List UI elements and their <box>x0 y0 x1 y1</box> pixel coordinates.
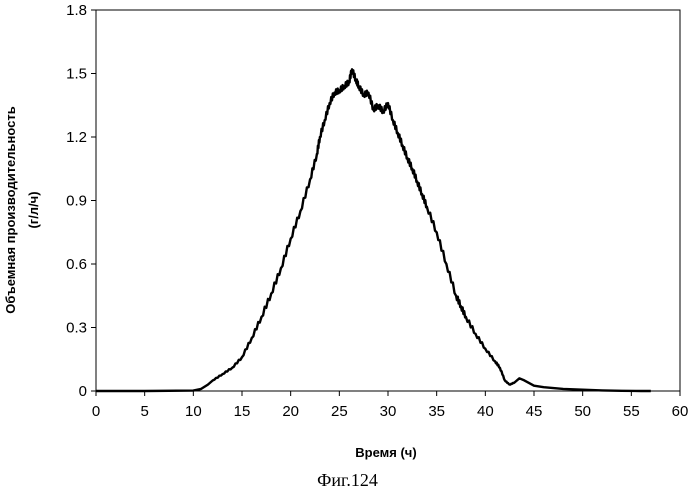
plot-area: 0 5 10 15 20 25 30 35 40 45 50 55 60 0 0.3 0.6 0.9 1.2 1.5… <box>66 2 688 420</box>
x-tick-label: 35 <box>428 403 445 420</box>
x-tick-label: 20 <box>282 403 299 420</box>
plot-frame <box>96 10 680 391</box>
x-tick-label: 15 <box>234 403 251 420</box>
y-tick-label: 0 <box>79 383 87 400</box>
x-tick-label: 40 <box>477 403 494 420</box>
y-axis-title-line1: Объемная производительность <box>3 106 18 313</box>
y-tick-label: 1.2 <box>66 129 87 146</box>
figure-caption: Фиг.124 <box>0 470 695 491</box>
x-tick-label: 25 <box>331 403 348 420</box>
x-tick-label: 45 <box>526 403 543 420</box>
line-chart: Объемная производительность (г/л/ч) Врем… <box>0 0 695 470</box>
y-tick-label: 1.5 <box>66 66 87 83</box>
y-tick-label: 0.3 <box>66 320 87 337</box>
y-axis-title: Объемная производительность (г/л/ч) <box>3 106 41 313</box>
y-tick-label: 0.6 <box>66 256 87 273</box>
x-tick-label: 5 <box>140 403 148 420</box>
series-line <box>96 69 651 391</box>
y-tick-label: 0.9 <box>66 193 87 210</box>
x-axis-title: Время (ч) <box>355 445 416 460</box>
y-tick-label: 1.8 <box>66 2 87 19</box>
y-axis-title-line2: (г/л/ч) <box>26 191 41 228</box>
x-tick-label: 50 <box>574 403 591 420</box>
x-tick-label: 0 <box>92 403 100 420</box>
x-tick-label: 30 <box>380 403 397 420</box>
x-tick-label: 60 <box>672 403 689 420</box>
x-tick-label: 55 <box>623 403 640 420</box>
x-tick-label: 10 <box>185 403 202 420</box>
